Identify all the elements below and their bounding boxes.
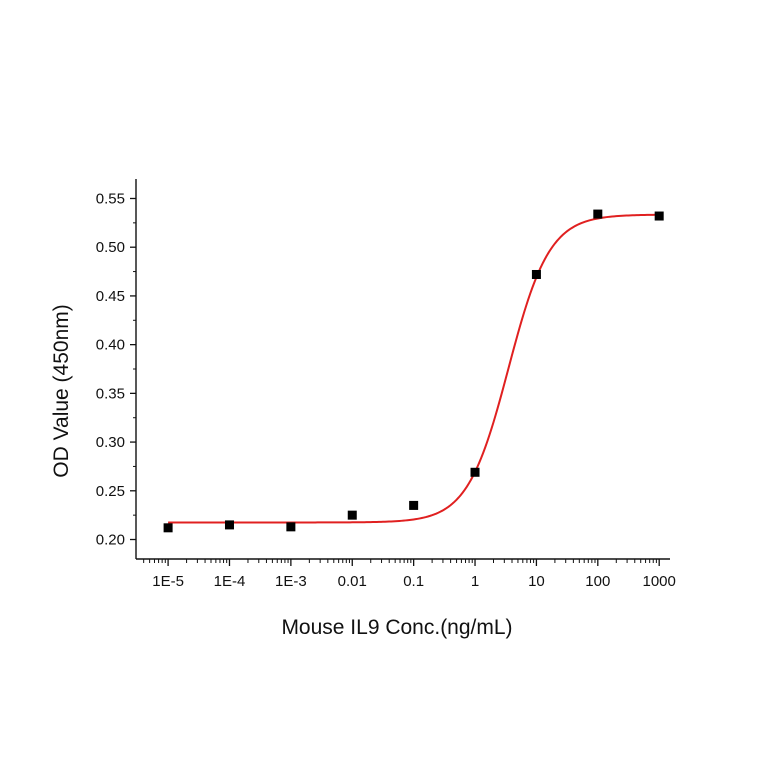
y-ticks: 0.20 0.25 0.30 0.35 0.40 0.45 0.50 0.55 (96, 190, 136, 549)
data-point (654, 211, 664, 221)
x-tick-label: 100 (585, 573, 610, 590)
x-tick-label: 1E-4 (214, 573, 246, 590)
y-tick-label: 0.35 (96, 385, 125, 402)
data-point (409, 500, 419, 510)
data-point (593, 209, 603, 219)
x-tick-label: 10 (528, 573, 545, 590)
y-tick-label: 0.25 (96, 483, 125, 500)
x-axis-title: Mouse IL9 Conc.(ng/mL) (281, 616, 512, 639)
x-tick-label: 0.01 (338, 573, 367, 590)
y-tick-label: 0.40 (96, 337, 125, 354)
y-tick-label: 0.50 (96, 239, 125, 256)
axes (135, 179, 670, 560)
data-point (224, 520, 234, 530)
y-tick-label: 0.45 (96, 288, 125, 305)
data-point (347, 510, 357, 520)
x-tick-label: 1E-5 (152, 573, 184, 590)
x-ticks: 1E-5 1E-4 1E-3 0.01 0.1 1 10 100 1000 (143, 559, 676, 590)
data-point (286, 522, 296, 532)
data-point (163, 523, 173, 533)
fit-curve-line (168, 213, 660, 524)
x-tick-label: 1 (471, 573, 479, 590)
data-point (531, 269, 541, 279)
x-tick-label: 1E-3 (275, 573, 307, 590)
y-tick-label: 0.55 (96, 190, 125, 207)
y-axis-title: OD Value (450nm) (50, 304, 73, 478)
y-tick-label: 0.20 (96, 532, 125, 549)
x-tick-label: 0.1 (403, 573, 424, 590)
data-point (470, 467, 480, 477)
y-tick-label: 0.30 (96, 434, 125, 451)
x-tick-label: 1000 (643, 573, 676, 590)
data-points (163, 209, 664, 533)
